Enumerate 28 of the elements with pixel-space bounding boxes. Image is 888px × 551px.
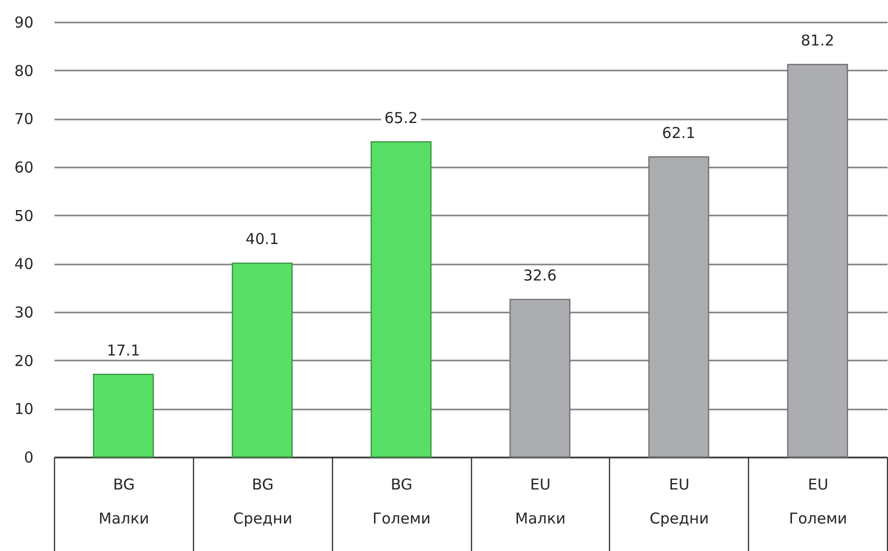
y-tick-label: 10: [14, 400, 34, 418]
x-tick-label: EU Средни: [650, 476, 709, 528]
bar: [370, 141, 432, 458]
y-tick-label: 20: [14, 352, 34, 370]
bar: [92, 374, 154, 458]
data-label: 65.2: [384, 108, 418, 127]
data-label: 81.2: [800, 32, 834, 50]
y-tick-label: 70: [14, 110, 34, 128]
data-label: 62.1: [662, 124, 696, 142]
data-label: 32.6: [523, 266, 557, 284]
y-tick-label: 0: [24, 448, 34, 466]
bar: [787, 64, 848, 458]
y-tick-label: 60: [14, 158, 34, 176]
y-tick-label: 30: [14, 304, 34, 322]
y-tick-label: 50: [14, 206, 34, 225]
x-tick-label: BG Големи: [372, 476, 431, 528]
bar: [648, 156, 710, 458]
y-tick-label: 80: [14, 62, 34, 80]
y-tick-label: 90: [14, 14, 34, 32]
x-tick-label: EU Малки: [515, 476, 566, 528]
x-tick-label: EU Големи: [788, 476, 848, 528]
bar: [232, 262, 293, 458]
y-tick-label: 40: [14, 255, 34, 274]
data-label: 40.1: [246, 230, 279, 248]
x-tick-label: BG Средни: [233, 476, 292, 528]
bar: [509, 298, 570, 458]
x-tick-label: BG Малки: [98, 476, 150, 528]
data-label: 17.1: [106, 341, 140, 360]
